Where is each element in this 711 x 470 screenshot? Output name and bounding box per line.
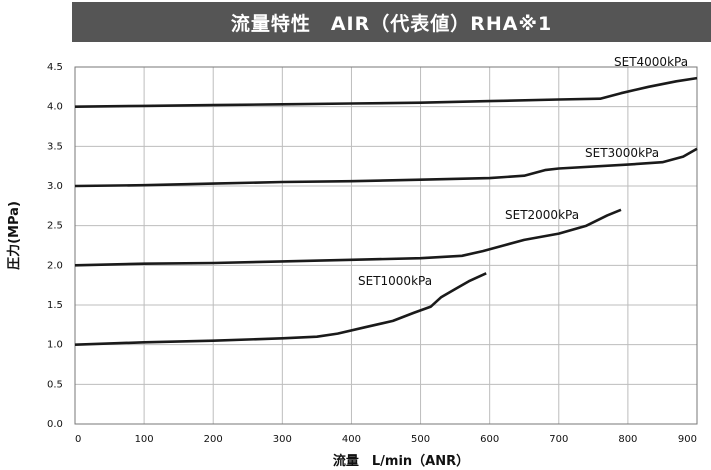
x-tick-label: 300 (273, 434, 292, 445)
y-tick-label: 2.5 (47, 221, 63, 232)
series-line-3 (74, 147, 698, 188)
x-tick-label: 200 (204, 434, 223, 445)
plot-frame (74, 66, 698, 425)
y-tick-label: 3.5 (47, 141, 63, 152)
x-tick-label: 900 (678, 434, 697, 445)
chart-title: 流量特性 AIR（代表値）RHA※1 (72, 2, 711, 42)
axes: 0.0 0.5 1.0 1.5 2.0 2.5 3.0 3.5 4.0 4.5 0 100 200 300… (47, 62, 698, 445)
series-label: SET3000kPa (585, 146, 659, 160)
series-line-4 (74, 76, 698, 108)
series-line-1 (74, 272, 487, 346)
x-tick-label: 800 (618, 434, 637, 445)
x-tick-label: 500 (411, 434, 430, 445)
series-label: SET2000kPa (505, 208, 579, 222)
y-tick-label: 0.5 (47, 379, 63, 390)
x-axis-title: 流量 L/min（ANR） (333, 453, 469, 469)
series-labels: SET1000kPa SET2000kPa SET3000kPa SET4000kPa (358, 55, 688, 288)
y-tick-label: 1.0 (47, 340, 63, 351)
y-tick-label: 3.0 (47, 181, 63, 192)
y-axis-title: 圧力(MPa) (6, 201, 22, 270)
x-tick-label: 100 (135, 434, 154, 445)
series-label: SET4000kPa (614, 55, 688, 69)
y-tick-label: 1.5 (47, 300, 63, 311)
x-tick-label: 0 (75, 434, 81, 445)
y-tick-label: 2.0 (47, 260, 63, 271)
series-lines (74, 76, 698, 346)
y-tick-label: 0.0 (47, 419, 63, 430)
x-tick-label: 700 (549, 434, 568, 445)
x-tick-label: 400 (342, 434, 361, 445)
y-tick-label: 4.5 (47, 62, 63, 73)
x-tick-label: 600 (480, 434, 499, 445)
grid (74, 66, 698, 425)
y-tick-label: 4.0 (47, 102, 63, 113)
series-line-2 (74, 208, 622, 267)
series-label: SET1000kPa (358, 274, 432, 288)
